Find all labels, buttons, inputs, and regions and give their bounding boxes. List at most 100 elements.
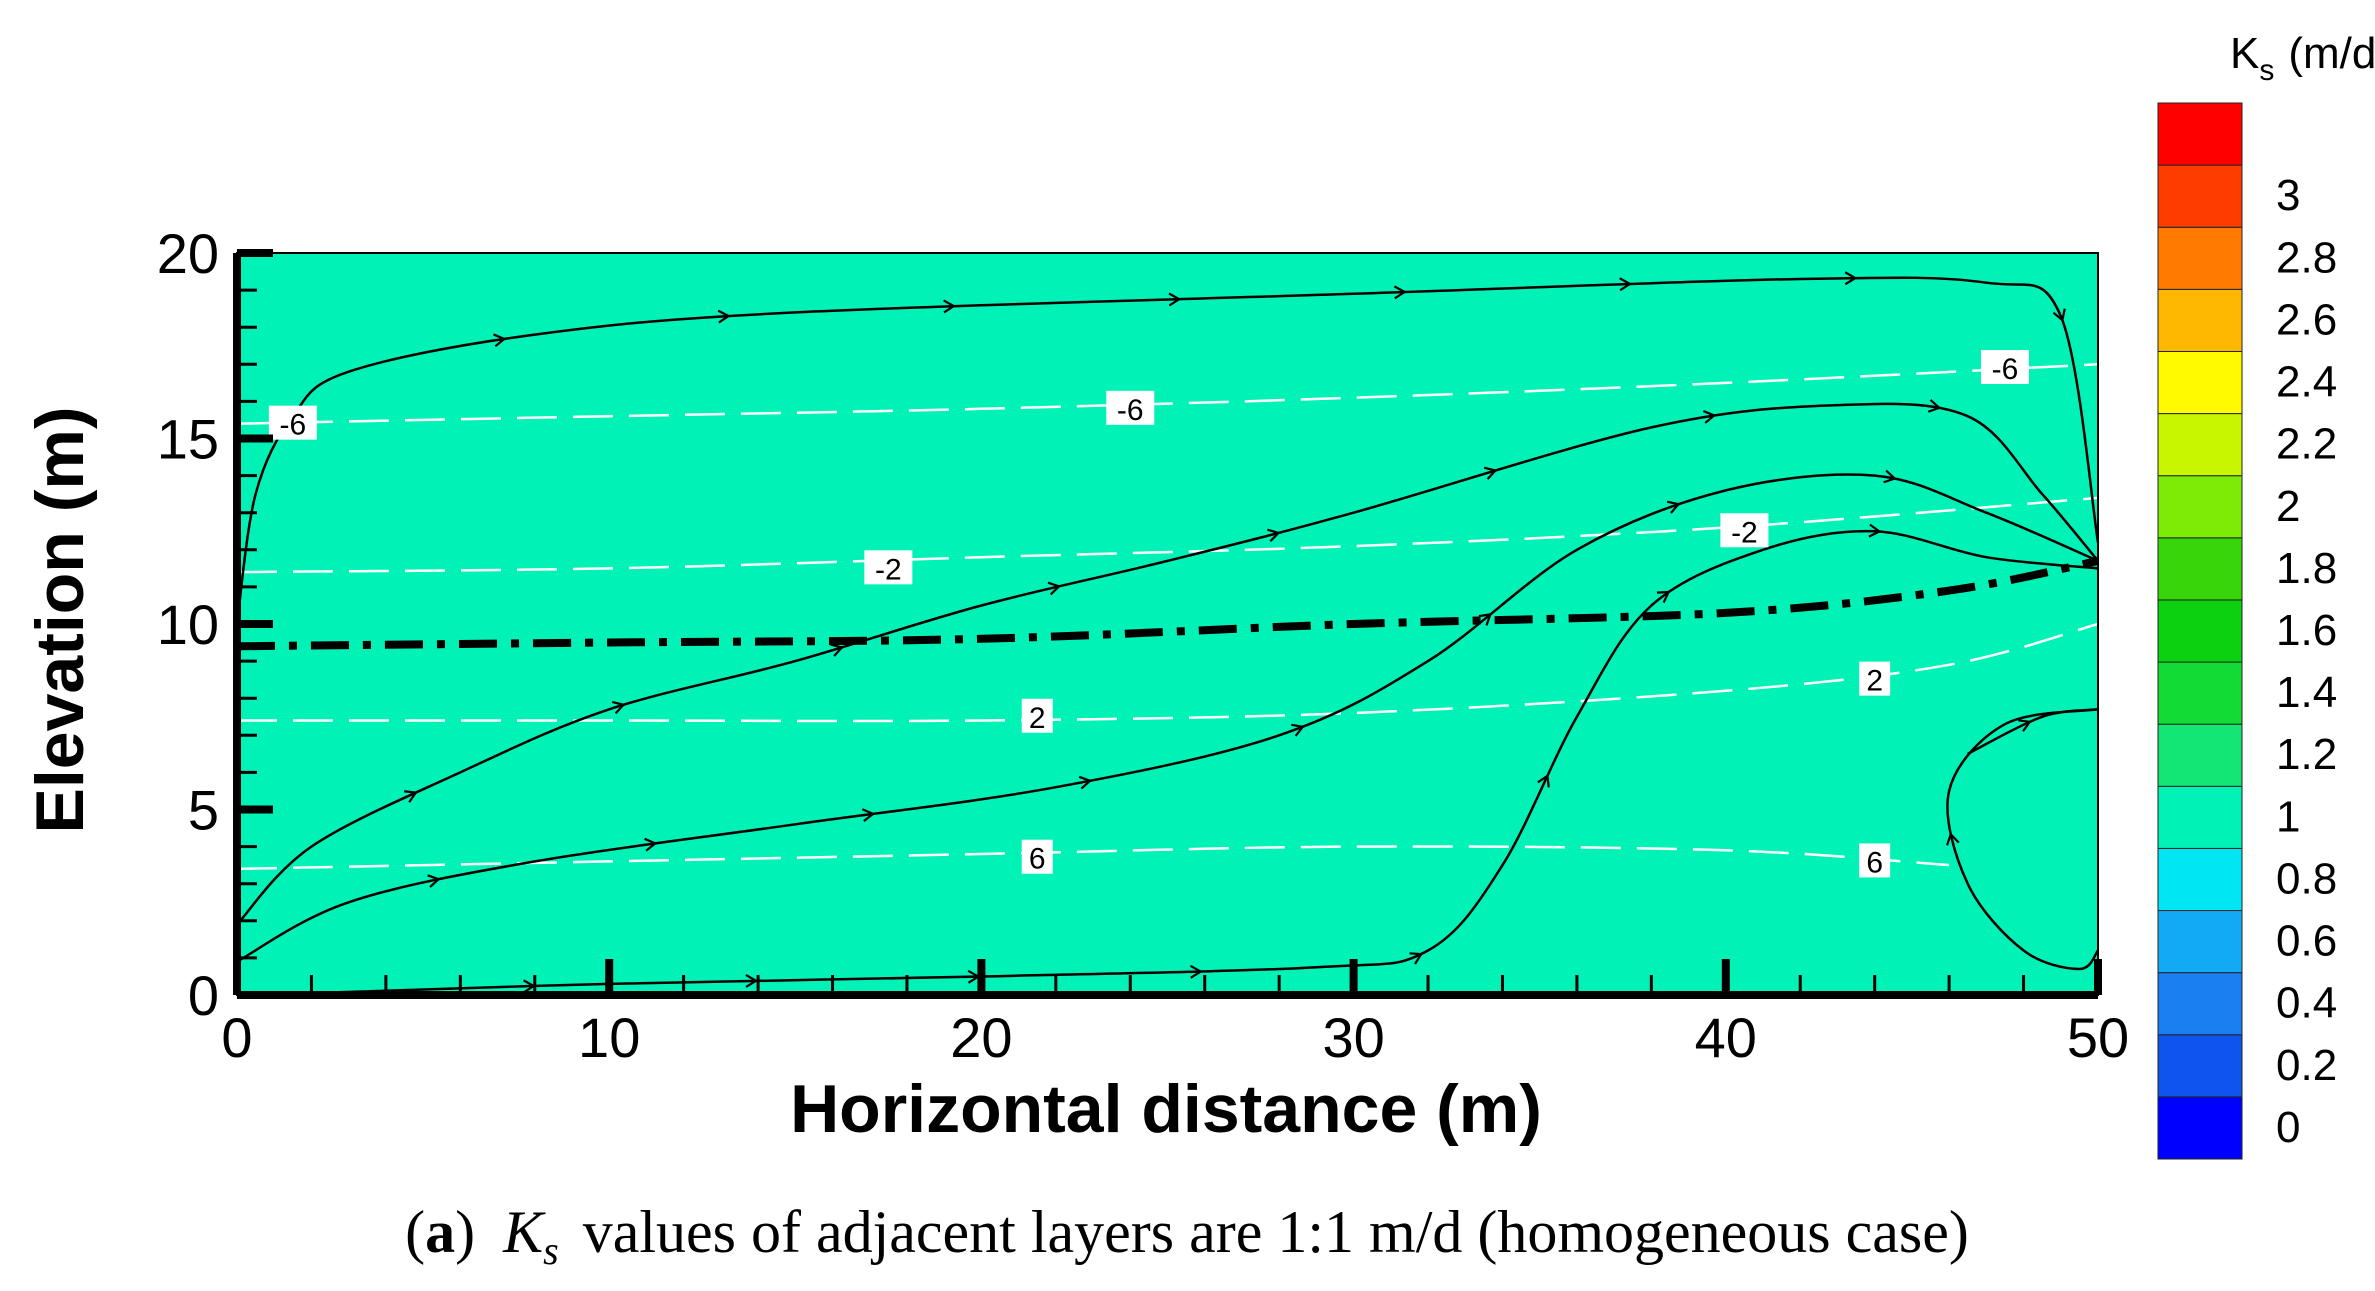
y-tick-label: 5 <box>188 779 219 842</box>
svg-text:2: 2 <box>1029 702 1046 735</box>
contour-label-0-2: -6 <box>1980 350 2029 386</box>
streamline-1-arrow-5 <box>1168 292 1182 307</box>
streamline-3-arrow-5 <box>1291 723 1305 737</box>
streamlines <box>235 271 2100 995</box>
svg-text:-6: -6 <box>1117 394 1144 427</box>
streamline-2-arrow-2 <box>611 700 626 715</box>
streamline-3 <box>236 473 2099 963</box>
colorbar-tick-label: 3 <box>2276 171 2300 220</box>
colorbar-tick-label: 1 <box>2276 792 2300 841</box>
streamline-3-arrow-1 <box>427 874 441 888</box>
streamline-1-arrow-7 <box>1619 277 1633 292</box>
ks-field-background <box>237 253 2098 995</box>
colorbar-tick-label: 2 <box>2276 482 2300 531</box>
streamline-3-arrow-6 <box>1478 613 1493 626</box>
seepage-loop-arrow-1 <box>1946 832 1960 846</box>
colorbar-cell <box>2157 972 2243 1036</box>
streamline-2-arrow-8 <box>1927 399 1942 413</box>
streamline-1-arrow-3 <box>717 309 731 324</box>
colorbar-tick-label: 1.4 <box>2276 668 2337 717</box>
contour-label-0-0: -6 <box>268 405 317 442</box>
x-tick-label: 30 <box>1322 1006 1384 1069</box>
contour-label-0-1: -6 <box>1106 390 1155 427</box>
y-tick-label: 20 <box>157 222 219 285</box>
x-axis-title: Horizontal distance (m) <box>790 1071 1542 1147</box>
colorbar-cell <box>2157 723 2243 787</box>
streamline-1-arrow-8 <box>1844 271 1858 286</box>
streamline-3-arrow-8 <box>1883 469 1897 484</box>
colorbar-tick-label: 0.6 <box>2276 917 2337 966</box>
plot-area: -6 -6 -6 -2 -2 2 2 6 6 0 10 20 30 40 50 0 5 10 15 20 <box>157 222 2129 1069</box>
contour-label-2-0: 2 <box>1021 698 1053 735</box>
colorbar-cell <box>2157 599 2243 663</box>
colorbar-cell <box>2157 413 2243 477</box>
x-tick-label: 40 <box>1695 1006 1757 1069</box>
svg-text:6: 6 <box>1866 846 1883 879</box>
y-tick-label: 10 <box>157 593 219 656</box>
streamline-3-arrow-3 <box>861 808 876 823</box>
contour-label-1-1: -2 <box>1720 513 1769 549</box>
streamline-2-arrow-7 <box>1702 410 1717 424</box>
streamline-2-arrow-3 <box>830 643 844 657</box>
colorbar-tick-label: 0.2 <box>2276 1041 2337 1090</box>
streamline-4-arrow-4 <box>1189 964 1203 979</box>
x-tick-label: 50 <box>2067 1006 2129 1069</box>
colorbar-tick-label: 1.6 <box>2276 606 2337 655</box>
colorbar-tick-label: 0.8 <box>2276 854 2337 903</box>
contour-label-2-1: 2 <box>1859 661 1891 698</box>
streamline-1-arrow-6 <box>1393 285 1407 300</box>
y-tick-label: 15 <box>157 408 219 471</box>
colorbar-tick-label: 1.8 <box>2276 544 2337 593</box>
streamline-4-arrow-2 <box>745 974 759 988</box>
pressure-head-contours <box>236 363 2099 871</box>
contour-label-3-0: 6 <box>1021 839 1053 876</box>
colorbar-tick-label: 2.2 <box>2276 420 2337 469</box>
y-tick-label: 0 <box>188 964 219 1027</box>
colorbar-cell <box>2157 661 2243 725</box>
colorbar-cell <box>2157 288 2243 352</box>
streamline-2-arrow-6 <box>1483 466 1498 480</box>
colorbar-title: Ks(m/d) <box>2230 29 2375 87</box>
colorbar-cell <box>2157 1096 2243 1160</box>
streamline-4-arrow-8 <box>1868 523 1882 538</box>
svg-text:2: 2 <box>1866 665 1883 698</box>
streamline-4 <box>311 529 2099 995</box>
streamline-4-arrow-6 <box>1537 773 1550 788</box>
colorbar-cell <box>2157 102 2243 166</box>
colorbar-cell <box>2157 164 2243 228</box>
colorbar-cell <box>2157 847 2243 912</box>
colorbar-tick-label: 0.4 <box>2276 979 2337 1028</box>
colorbar-cell <box>2157 785 2243 849</box>
colorbar-cell <box>2157 226 2243 290</box>
colorbar-cell <box>2157 1034 2243 1098</box>
colorbar: Ks(m/d) 0 0.2 0.4 0.6 0.8 1 1.2 1.4 1.6 1.8 2 2.2 2.… <box>2157 29 2375 1160</box>
y-axis-title: Elevation (m) <box>22 407 98 834</box>
seepage-loop <box>1946 708 2100 971</box>
streamline-3-arrow-4 <box>1078 775 1093 790</box>
colorbar-cells <box>2157 102 2243 1160</box>
x-tick-label: 10 <box>578 1006 640 1069</box>
streamline-2-arrow-4 <box>1047 581 1062 596</box>
streamline-1-arrow-2 <box>493 333 507 348</box>
contour-line-3 <box>236 845 1950 871</box>
colorbar-cell <box>2157 475 2243 539</box>
x-tick-label: 20 <box>950 1006 1012 1069</box>
colorbar-tick-label: 1.2 <box>2276 730 2337 779</box>
streamline-3-arrow-7 <box>1666 500 1681 514</box>
colorbar-tick-label: 0 <box>2276 1103 2300 1152</box>
colorbar-labels: 0 0.2 0.4 0.6 0.8 1 1.2 1.4 1.6 1.8 2 2.2 2.4 2.6 2.8 3 <box>2276 171 2337 1152</box>
streamline-1-arrow-4 <box>943 299 956 314</box>
colorbar-cell <box>2157 910 2243 974</box>
contour-label-3-1: 6 <box>1859 843 1891 879</box>
streamline-0-arrow-1 <box>2018 719 2032 732</box>
streamline-4-arrow-5 <box>1409 952 1424 965</box>
streamline-4-arrow-7 <box>1656 590 1671 604</box>
svg-text:-2: -2 <box>1731 516 1758 549</box>
svg-text:6: 6 <box>1029 843 1046 876</box>
colorbar-tick-label: 2.6 <box>2276 295 2337 344</box>
contour-label-1-0: -2 <box>864 550 913 586</box>
x-tick-label: 0 <box>221 1006 252 1069</box>
streamline-1-arrow-9 <box>2052 308 2066 323</box>
streamline-2 <box>236 402 2099 926</box>
